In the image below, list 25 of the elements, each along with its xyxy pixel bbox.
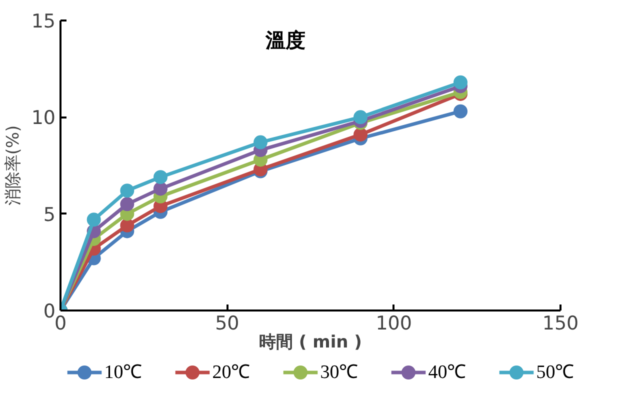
legend-label: 40℃ (428, 362, 466, 383)
point (154, 170, 168, 184)
y-tick-label: 5 (43, 204, 56, 226)
point (120, 184, 134, 198)
legend-label: 20℃ (212, 362, 250, 383)
x-tick-label: 100 (376, 312, 412, 334)
x-axis-title: 時間 ( min ) (259, 332, 362, 352)
text: 溫度 (264, 28, 306, 52)
point (454, 75, 468, 90)
point (354, 128, 368, 142)
point (120, 197, 134, 212)
x-tick-label: 150 (542, 312, 579, 334)
point (120, 218, 134, 232)
point (154, 182, 168, 196)
point (86, 212, 101, 227)
y-tick-label: 10 (31, 107, 56, 130)
point (354, 110, 368, 124)
point (454, 104, 468, 118)
x-tick-label: 50 (215, 312, 240, 334)
legend-label: 50℃ (536, 362, 574, 383)
legend-label: 10℃ (104, 362, 142, 383)
legend-label: 30℃ (320, 362, 358, 383)
point (254, 135, 268, 150)
y-tick-label: 15 (31, 10, 56, 32)
y-axis-title: 消除率(%) (3, 125, 24, 206)
